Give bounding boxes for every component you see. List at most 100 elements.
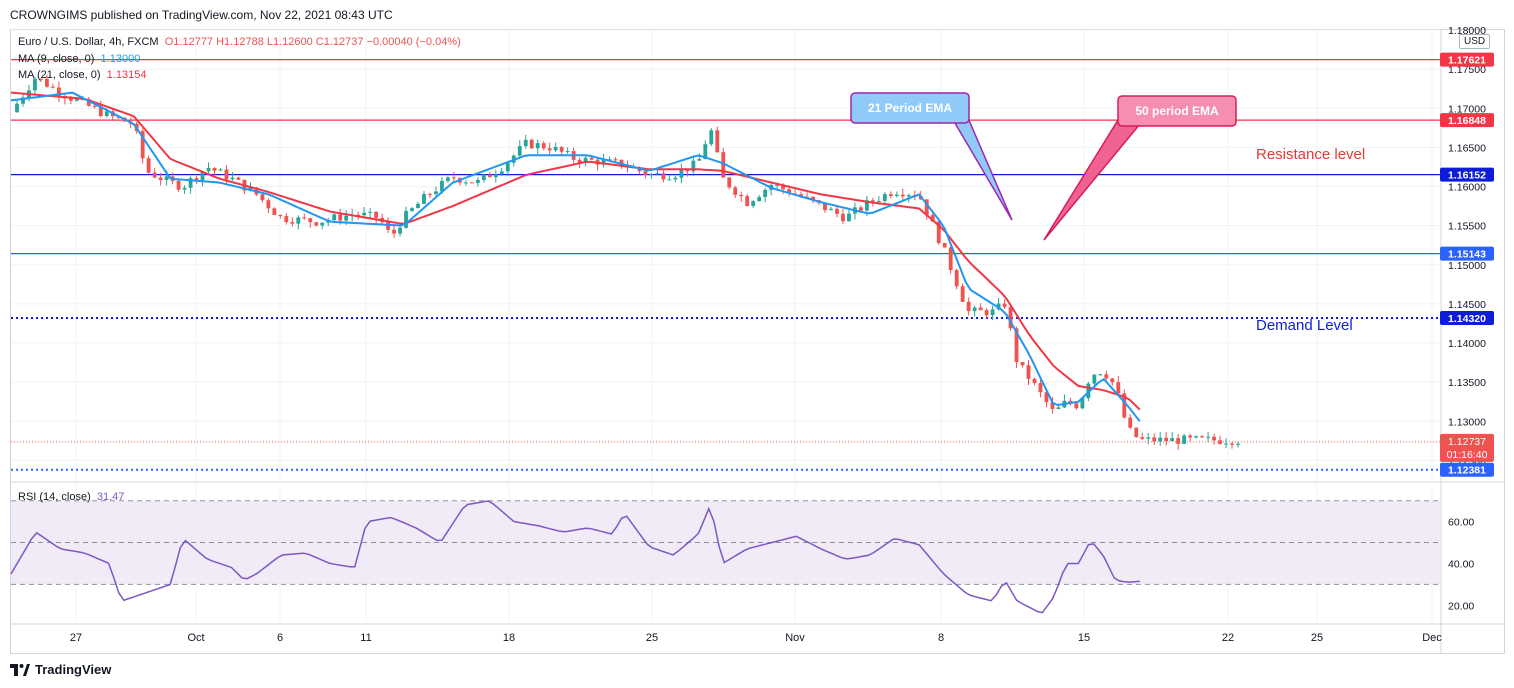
- candle-body: [1134, 427, 1139, 438]
- candle-body: [721, 152, 726, 178]
- candle-body: [1044, 392, 1049, 403]
- candle-body: [218, 169, 223, 171]
- price-level-label: 1.12381: [1448, 465, 1486, 477]
- candle-body: [260, 194, 265, 201]
- candle-body: [613, 159, 618, 161]
- candle-body: [463, 182, 468, 184]
- candle-body: [565, 151, 570, 153]
- price-level-label: 1.16152: [1448, 170, 1486, 182]
- candle-body: [39, 78, 43, 80]
- candle-body: [56, 87, 61, 97]
- candle-body: [1182, 435, 1187, 444]
- x-tick-label: 8: [938, 632, 944, 644]
- candle-body: [499, 171, 504, 175]
- x-tick-label: 6: [277, 632, 283, 644]
- candle-body: [781, 184, 786, 190]
- candle-body: [104, 111, 109, 117]
- candle-body: [876, 200, 881, 202]
- last-price-tag: [1440, 433, 1494, 462]
- candle-body: [577, 159, 582, 164]
- candle-body: [697, 158, 702, 161]
- candle-body: [152, 172, 157, 178]
- candle-body: [290, 222, 295, 224]
- candle-body: [942, 242, 947, 248]
- publisher-line: CROWNGIMS published on TradingView.com, …: [10, 8, 393, 22]
- legend-symbol: Euro / U.S. Dollar, 4h, FXCM: [18, 36, 159, 48]
- ema50-callout-box: [1117, 95, 1237, 127]
- candle-body: [553, 146, 558, 151]
- candle-body: [416, 203, 420, 209]
- currency-button[interactable]: USD: [1459, 34, 1491, 49]
- tradingview-logo[interactable]: TradingView: [10, 662, 111, 677]
- candle-body: [356, 214, 361, 216]
- candle-body: [272, 208, 277, 215]
- candle-body: [859, 207, 863, 211]
- y-tick-label: 1.14500: [1448, 299, 1486, 311]
- candle-body: [284, 216, 289, 223]
- candle-body: [50, 86, 55, 88]
- candle-body: [823, 202, 827, 211]
- candle-body: [966, 301, 971, 312]
- price-level-label: 1.15143: [1448, 249, 1486, 261]
- candle-body: [763, 189, 768, 198]
- y-tick-label: 1.15000: [1448, 260, 1486, 272]
- candle-body: [978, 307, 983, 311]
- legend-ma9-value: 1.13000: [100, 53, 141, 65]
- candle-body: [338, 214, 343, 221]
- x-tick-label: 25: [646, 632, 658, 644]
- candle-body: [864, 200, 869, 211]
- candle-body: [1020, 362, 1025, 366]
- candle-body: [1050, 402, 1055, 409]
- candle-body: [517, 146, 522, 156]
- candle-body: [15, 103, 19, 113]
- candle-body: [236, 177, 241, 180]
- candle-body: [1200, 436, 1205, 438]
- candle-body: [1002, 303, 1007, 308]
- y-tick-label: 1.14000: [1448, 338, 1486, 350]
- candle-body: [930, 215, 935, 222]
- price-level-label: 1.17621: [1448, 55, 1486, 67]
- candle-body: [829, 208, 833, 211]
- candle-body: [1008, 307, 1013, 329]
- candle-body: [906, 195, 911, 197]
- candle-body: [21, 97, 25, 104]
- price-level-tag: [1440, 52, 1494, 67]
- ema50-callout-pointer: [1043, 119, 1142, 241]
- candle-body: [703, 144, 708, 159]
- x-tick-label: 18: [503, 632, 515, 644]
- candle-body: [948, 247, 953, 271]
- price-level-tag: [1440, 311, 1494, 325]
- candle-body: [1230, 443, 1234, 445]
- y-tick-label: 1.16000: [1448, 182, 1486, 194]
- candle-body: [1140, 437, 1145, 439]
- candle-body: [1026, 365, 1031, 379]
- candle-body: [715, 130, 720, 153]
- candle-body: [1080, 398, 1085, 409]
- candle-body: [74, 99, 79, 101]
- candle-body: [230, 177, 235, 180]
- ema50-callout-text: 50 period EMA: [1135, 104, 1219, 118]
- last-price-label: 1.12737: [1448, 436, 1486, 448]
- candle-body: [1104, 374, 1109, 379]
- ema21-callout-box: [850, 92, 970, 124]
- candle-body: [278, 214, 283, 217]
- candle-body: [757, 197, 762, 202]
- candle-body: [601, 159, 606, 165]
- candle-body: [493, 174, 498, 178]
- candle-body: [1110, 378, 1115, 383]
- candle-body: [98, 106, 103, 117]
- candle-body: [212, 167, 217, 171]
- tradingview-logo-text: TradingView: [35, 662, 112, 677]
- rsi-y-tick-label: 60.00: [1448, 517, 1474, 529]
- candle-body: [733, 187, 738, 195]
- candle-body: [86, 98, 91, 106]
- candle-body: [314, 222, 319, 226]
- candle-body: [1236, 443, 1240, 445]
- candle-body: [870, 200, 875, 202]
- candle-body: [1164, 437, 1169, 442]
- candle-body: [1038, 383, 1043, 393]
- candle-body: [1170, 438, 1175, 442]
- candle-body: [535, 143, 540, 149]
- candle-body: [434, 191, 438, 195]
